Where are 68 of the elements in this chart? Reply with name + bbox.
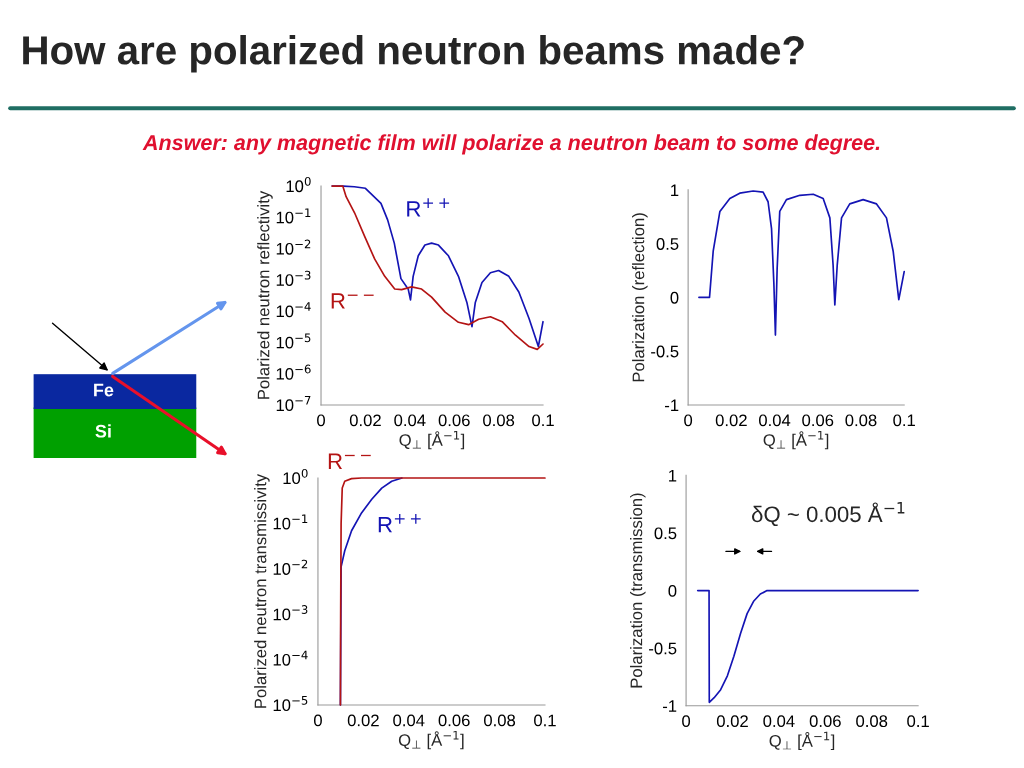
series-label: R$^{−−}$: [328, 453, 371, 469]
y-tick-label: 10$^{−5}$: [276, 333, 311, 349]
x-tick-label: 0.06: [438, 714, 470, 727]
x-axis-title: Q$_{⊥}$ [Å$^{−1}$]: [769, 731, 835, 751]
y-tick-label: 1: [671, 184, 679, 196]
series-label: R$^{++}$: [378, 514, 421, 533]
y-tick-label: 10$^{−6}$: [276, 364, 311, 380]
line-series: [339, 477, 546, 706]
series-label: R$^{−−}$: [331, 293, 374, 309]
y-tick-label: 10$^{−4}$: [273, 650, 308, 666]
y-tick-label: 10$^{−3}$: [276, 270, 311, 286]
x-tick-label: 0.1: [532, 414, 554, 427]
x-axis-title: Q$_{⊥}$ [Å$^{−1}$]: [763, 430, 829, 450]
y-tick-label: 10$^{−5}$: [273, 696, 308, 712]
y-tick-label: 0.5: [656, 238, 679, 250]
x-tick-label: 0.08: [484, 714, 516, 727]
y-tick-label: -0.5: [651, 345, 679, 358]
text: Si: [95, 424, 111, 438]
x-tick-label: 0.06: [438, 414, 470, 427]
y-axis-title: Polarized neutron transmissivity: [254, 473, 270, 708]
x-tick-label: 0.1: [907, 715, 929, 728]
chart-title: How are polarized neutron beams made?: [23, 34, 804, 73]
x-tick-label: 0.08: [856, 715, 888, 728]
x-tick-label: 0.02: [349, 414, 381, 427]
y-tick-label: 0.5: [654, 527, 677, 540]
y-tick-label: 10$^{−7}$: [276, 396, 311, 412]
x-tick-label: 0.04: [393, 714, 425, 727]
x-tick-label: 0.1: [893, 414, 915, 427]
y-tick-label: 10$^{−1}$: [273, 514, 308, 530]
x-tick-label: 0.02: [716, 715, 748, 728]
y-tick-label: -0.5: [649, 642, 677, 655]
chart-subtitle: Answer: any magnetic film will polarize a neutron beam to some degree.: [142, 134, 880, 155]
y-tick-label: 10$^{−2}$: [273, 559, 308, 575]
x-tick-label: 0.1: [534, 714, 556, 727]
x-tick-label: 0: [682, 715, 691, 728]
y-tick-label: 10$^{0}$: [286, 176, 311, 193]
y-tick-label: 0: [670, 291, 679, 304]
y-tick-label: -1: [665, 399, 679, 412]
annotation: δQ ~ 0.005 Å$^{−1}$: [751, 502, 905, 527]
x-tick-label: 0.02: [347, 714, 379, 727]
y-tick-label: 10$^{−4}$: [276, 302, 311, 318]
y-tick-label: 10$^{0}$: [283, 468, 308, 485]
x-tick-label: 0.08: [483, 414, 515, 427]
y-tick-label: 0: [668, 584, 677, 597]
x-tick-label: 0.02: [715, 414, 747, 427]
x-axis-title: Q$_{⊥}$ [Å$^{−1}$]: [399, 430, 465, 450]
y-axis-title: Polarization (reflection): [632, 213, 648, 382]
x-tick-label: 0.04: [394, 414, 426, 427]
x-tick-label: 0.04: [763, 715, 795, 728]
x-tick-label: 0.08: [845, 414, 877, 427]
y-tick-label: 10$^{−3}$: [273, 605, 308, 621]
y-tick-label: 10$^{−1}$: [276, 208, 311, 224]
x-tick-label: 0.06: [802, 414, 834, 427]
x-tick-label: 0: [317, 414, 326, 427]
line-series: [696, 589, 919, 704]
x-tick-label: 0: [313, 714, 322, 727]
y-axis-title: Polarization (transmission): [630, 493, 646, 688]
y-tick-label: 10$^{−2}$: [276, 239, 311, 255]
y-tick-label: -1: [662, 700, 677, 712]
text: Fe: [94, 383, 114, 397]
x-tick-label: 0: [684, 414, 693, 427]
line-series: [698, 190, 906, 336]
series-label: R$^{++}$: [407, 198, 450, 217]
y-tick-label: 1: [669, 469, 677, 482]
x-tick-label: 0.06: [809, 715, 841, 728]
x-axis-title: Q$_{⊥}$ [Å$^{−1}$]: [398, 730, 464, 750]
x-tick-label: 0.04: [758, 414, 791, 427]
y-axis-title: Polarized neutron reflectivity: [257, 190, 273, 399]
